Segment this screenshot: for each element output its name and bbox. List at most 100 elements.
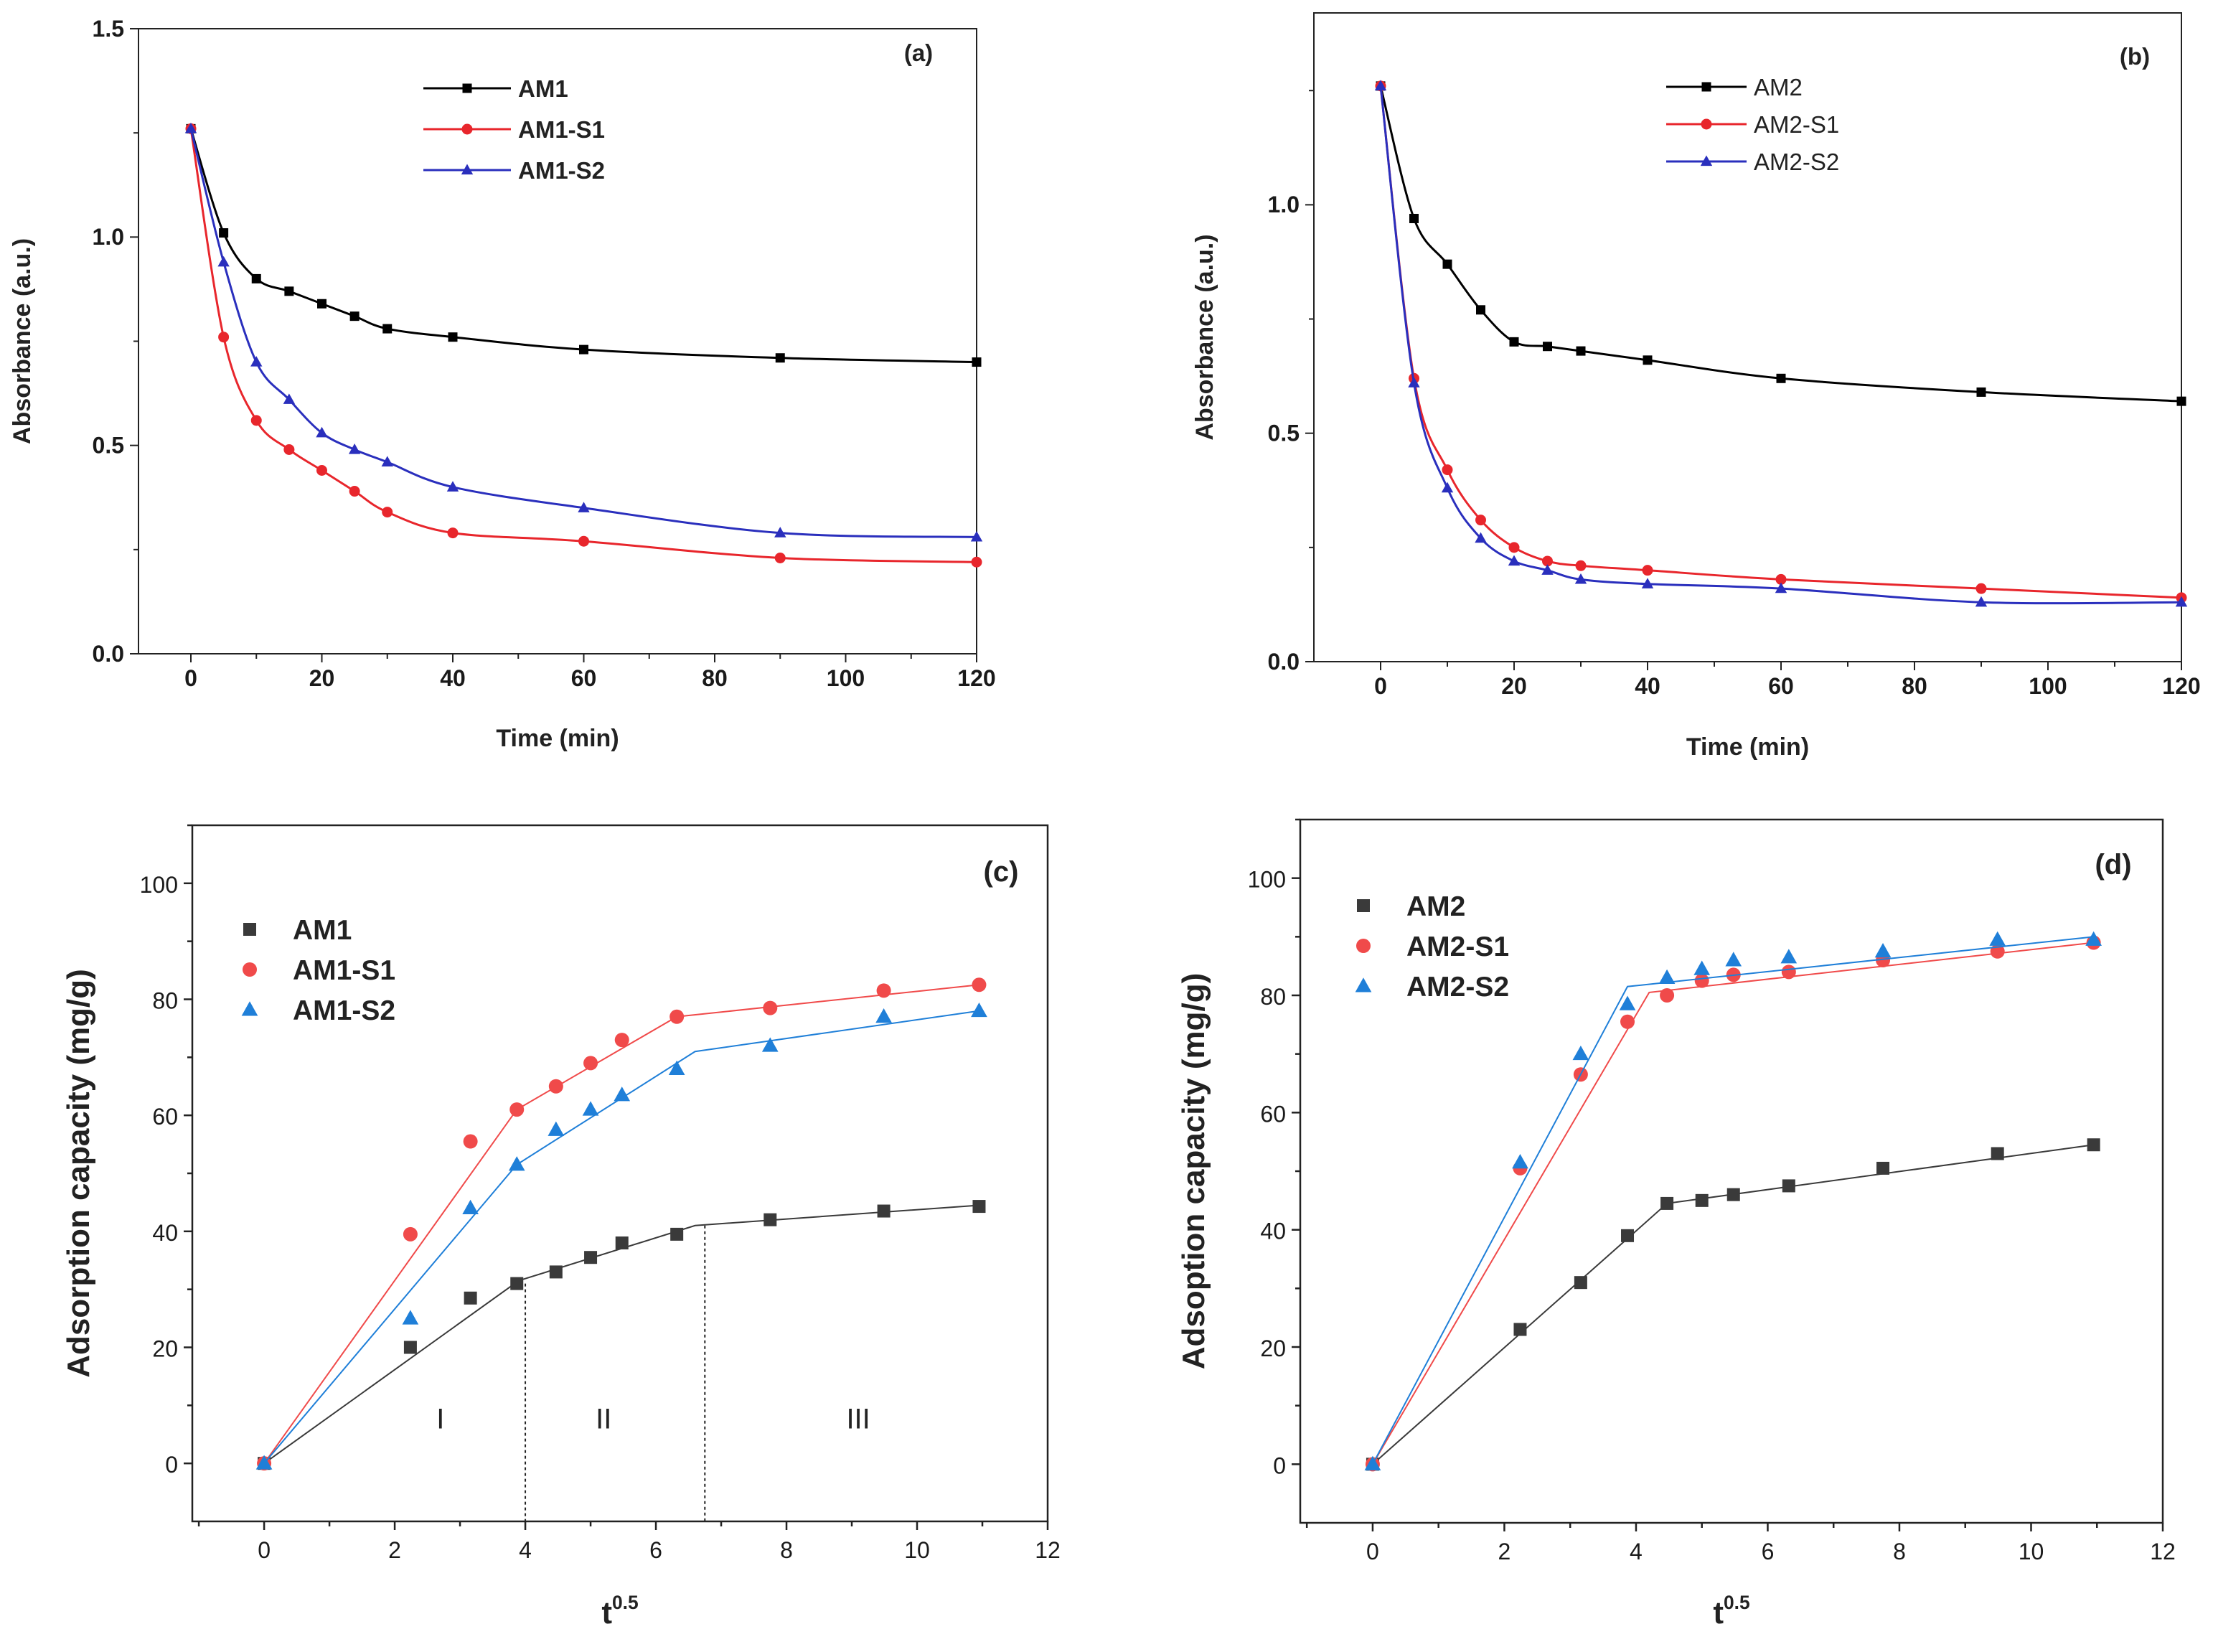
x-tick-label: 8	[780, 1537, 793, 1563]
data-point	[1576, 346, 1586, 356]
data-point	[251, 273, 261, 283]
x-axis-title: t0.5	[1713, 1592, 1749, 1630]
y-tick-label: 20	[152, 1336, 178, 1361]
data-point	[508, 1156, 525, 1171]
data-point	[761, 1037, 779, 1052]
legend-marker	[1355, 977, 1372, 992]
data-point	[1508, 542, 1520, 553]
data-point	[668, 1060, 685, 1076]
data-point	[446, 481, 459, 492]
data-point	[2176, 396, 2186, 406]
data-point	[1575, 560, 1587, 571]
series-am1-s1	[185, 123, 982, 568]
data-point	[582, 1101, 599, 1116]
y-axis-title: Adsoption capacity (mg/g)	[1176, 973, 1211, 1369]
data-point	[972, 1200, 986, 1214]
x-tick-label: 2	[388, 1537, 401, 1563]
legend-label: AM2	[1754, 74, 1803, 100]
data-point	[447, 527, 459, 539]
data-point	[774, 552, 786, 563]
data-point	[382, 324, 393, 334]
data-point	[549, 1265, 563, 1279]
data-point	[1975, 596, 1988, 607]
region-label: II	[596, 1404, 611, 1435]
x-axis-title-sup: 0.5	[612, 1592, 639, 1613]
x-tick-label: 20	[1501, 673, 1527, 699]
data-point	[1693, 960, 1711, 975]
data-point	[464, 1291, 477, 1305]
data-point	[317, 299, 326, 309]
x-axis-title-sup: 0.5	[1724, 1592, 1750, 1613]
series-line	[189, 128, 977, 538]
data-point	[1442, 464, 1453, 476]
legend-marker	[462, 83, 472, 93]
data-point	[403, 1341, 417, 1354]
data-point	[669, 1009, 685, 1024]
x-tick-label: 0	[1374, 673, 1387, 699]
y-tick-label: 0.5	[1268, 421, 1300, 446]
data-point	[774, 527, 786, 538]
y-tick-label: 0	[1273, 1452, 1286, 1478]
data-point	[1408, 377, 1420, 388]
data-point	[1574, 1276, 1587, 1290]
data-point	[2085, 931, 2102, 946]
data-point	[402, 1310, 419, 1325]
data-point	[1574, 573, 1587, 584]
data-point	[403, 1226, 418, 1242]
y-axis-title: Adsorption capacity (mg/g)	[61, 969, 96, 1378]
data-point	[972, 357, 982, 367]
x-tick-label: 12	[2150, 1539, 2176, 1564]
data-point	[583, 1056, 598, 1071]
data-point	[579, 344, 588, 355]
data-point	[1776, 373, 1786, 383]
data-point	[316, 465, 327, 477]
y-tick-label: 80	[1260, 984, 1286, 1010]
legend-marker	[461, 164, 474, 175]
legend-marker	[1701, 118, 1712, 130]
y-tick-label: 1.5	[93, 16, 124, 42]
data-point	[1642, 565, 1653, 576]
x-tick-label: 2	[1498, 1539, 1511, 1564]
data-point	[1641, 578, 1654, 588]
legend-label: AM1-S2	[518, 157, 605, 184]
series-am1-s2	[255, 1002, 987, 1470]
y-tick-label: 60	[152, 1104, 178, 1130]
fit-line	[1372, 936, 2094, 1465]
data-point	[1874, 943, 1892, 958]
data-point	[1543, 342, 1552, 352]
data-point	[1991, 1147, 2004, 1160]
data-point	[1374, 80, 1387, 91]
data-point	[283, 393, 296, 404]
data-point	[1409, 213, 1419, 223]
x-axis-title: t0.5	[601, 1592, 638, 1630]
data-point	[615, 1236, 629, 1249]
x-tick-label: 4	[1630, 1539, 1643, 1564]
y-tick-label: 100	[1248, 867, 1286, 893]
data-point	[217, 255, 230, 267]
x-tick-label: 0	[184, 665, 197, 691]
data-point	[548, 1079, 563, 1094]
series-am1	[258, 1200, 986, 1470]
data-point	[1643, 355, 1653, 365]
data-point	[1572, 1045, 1589, 1061]
fit-line	[1372, 942, 2094, 1465]
data-point	[1442, 259, 1452, 269]
data-point	[1658, 969, 1676, 985]
data-point	[875, 1008, 892, 1023]
y-tick-label: 20	[1260, 1336, 1286, 1361]
data-point	[1694, 973, 1709, 988]
x-tick-label: 100	[827, 665, 865, 691]
data-point	[971, 1002, 987, 1018]
data-point	[349, 311, 360, 322]
data-point	[463, 1134, 478, 1149]
legend-marker	[461, 123, 473, 135]
data-point	[316, 426, 328, 438]
data-point	[614, 1033, 629, 1048]
legend-marker	[1356, 939, 1371, 953]
data-point	[548, 1121, 565, 1136]
chart-panel-d: 0 2 4 6 8 10 12 0 20 40 60 80 100 t0.5 Adsoption capac…	[1176, 818, 2176, 1630]
data-point	[1621, 1229, 1635, 1242]
data-point	[1512, 1154, 1528, 1169]
y-tick-label: 100	[140, 872, 178, 898]
